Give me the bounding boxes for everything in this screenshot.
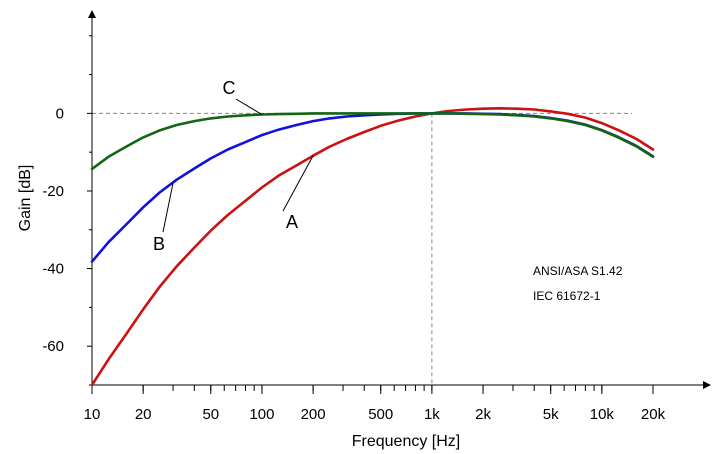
- x-tick-label: 20k: [641, 406, 666, 423]
- x-tick-label: 20: [135, 406, 152, 423]
- x-axis-title: Frequency [Hz]: [352, 433, 460, 450]
- standard-note-ansi: ANSI/ASA S1.42: [533, 264, 623, 278]
- leader-line-c: [235, 98, 263, 115]
- y-tick-label: 0: [56, 105, 64, 122]
- curve-label-a: A: [286, 212, 298, 232]
- y-tick-label: -20: [42, 183, 64, 200]
- y-tick-label: -60: [42, 338, 64, 355]
- standard-note-iec: IEC 61672-1: [533, 289, 601, 303]
- curve-labels: A B C: [153, 78, 314, 254]
- series-a-curve: [90, 107, 655, 387]
- x-tick-label: 10: [84, 406, 101, 423]
- reference-lines: [92, 112, 632, 385]
- y-axis-arrow: [88, 10, 96, 18]
- x-tick-label: 5k: [543, 406, 559, 423]
- y-tick-label: -40: [42, 261, 64, 278]
- x-tick-label: 200: [301, 406, 326, 423]
- x-tick-label: 10k: [590, 406, 615, 423]
- series: [90, 107, 655, 387]
- x-tick-label: 50: [202, 406, 219, 423]
- axes: 0 -20 -40 -60 10 20 50 100 200 500 1k 2k 5k 10k 20k: [42, 10, 711, 423]
- y-axis-title: Gain [dB]: [17, 165, 34, 232]
- x-tick-label: 1k: [424, 406, 440, 423]
- x-tick-label: 500: [368, 406, 393, 423]
- leader-line-b: [162, 182, 174, 233]
- leader-line-a: [282, 155, 314, 212]
- curve-label-b: B: [153, 234, 165, 254]
- series-b-curve: [90, 112, 655, 263]
- x-tick-label: 100: [249, 406, 274, 423]
- x-axis-arrow: [703, 381, 711, 389]
- series-c-curve: [90, 112, 655, 171]
- x-tick-label: 2k: [475, 406, 491, 423]
- curve-label-c: C: [223, 78, 236, 98]
